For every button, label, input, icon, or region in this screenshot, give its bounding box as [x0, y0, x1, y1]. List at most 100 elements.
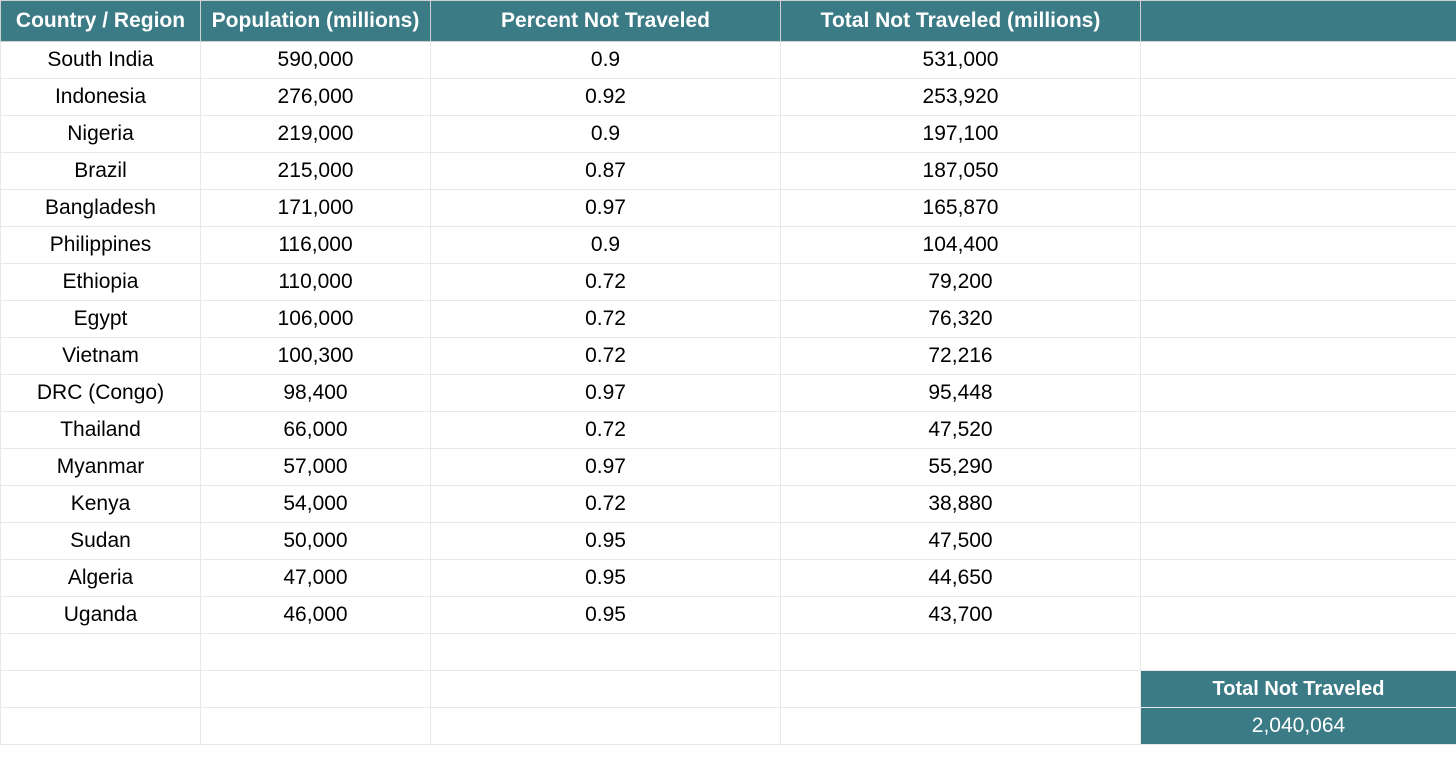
table-cell-empty [201, 634, 431, 671]
table-cell [1141, 375, 1456, 412]
table-cell: 0.72 [431, 301, 781, 338]
table-row: Brazil215,0000.87187,050 [1, 153, 1456, 190]
table-cell [1141, 560, 1456, 597]
table-cell [1141, 412, 1456, 449]
table-cell: 54,000 [201, 486, 431, 523]
col-header-percent: Percent Not Traveled [431, 1, 781, 42]
col-header-population: Population (millions) [201, 1, 431, 42]
table-cell-empty [431, 708, 781, 745]
table-row: Ethiopia110,0000.7279,200 [1, 264, 1456, 301]
table-cell: 0.97 [431, 375, 781, 412]
table-row: Uganda46,0000.9543,700 [1, 597, 1456, 634]
table-cell [1141, 264, 1456, 301]
table-cell: 171,000 [201, 190, 431, 227]
table-row: Nigeria219,0000.9197,100 [1, 116, 1456, 153]
col-header-extra [1141, 1, 1456, 42]
table-cell-empty [431, 671, 781, 708]
travel-data-table: Country / Region Population (millions) P… [0, 0, 1456, 745]
table-cell [1141, 42, 1456, 79]
table-cell: Thailand [1, 412, 201, 449]
table-cell: 76,320 [781, 301, 1141, 338]
table-row: Sudan50,0000.9547,500 [1, 523, 1456, 560]
table-header-row: Country / Region Population (millions) P… [1, 1, 1456, 42]
table-cell: 47,500 [781, 523, 1141, 560]
table-cell: 46,000 [201, 597, 431, 634]
table-cell: Ethiopia [1, 264, 201, 301]
table-cell: 0.95 [431, 560, 781, 597]
table-cell-empty [1, 634, 201, 671]
table-cell: 219,000 [201, 116, 431, 153]
table-cell: Vietnam [1, 338, 201, 375]
table-cell-empty [201, 708, 431, 745]
table-cell [1141, 338, 1456, 375]
table-row: Indonesia276,0000.92253,920 [1, 79, 1456, 116]
table-row: Vietnam100,3000.7272,216 [1, 338, 1456, 375]
table-cell: 215,000 [201, 153, 431, 190]
table-cell: 0.9 [431, 42, 781, 79]
table-cell: 79,200 [781, 264, 1141, 301]
table-cell: 72,216 [781, 338, 1141, 375]
table-cell: 110,000 [201, 264, 431, 301]
table-cell: 590,000 [201, 42, 431, 79]
table-cell: 0.97 [431, 449, 781, 486]
table-cell: Nigeria [1, 116, 201, 153]
table-cell: 0.92 [431, 79, 781, 116]
table-cell: Brazil [1, 153, 201, 190]
table-row: DRC (Congo)98,4000.9795,448 [1, 375, 1456, 412]
table-cell: Indonesia [1, 79, 201, 116]
table-cell [1141, 116, 1456, 153]
table-cell: 0.95 [431, 523, 781, 560]
table-cell: Philippines [1, 227, 201, 264]
table-cell [1141, 190, 1456, 227]
table-cell: 0.87 [431, 153, 781, 190]
table-cell: 106,000 [201, 301, 431, 338]
table-cell: 98,400 [201, 375, 431, 412]
table-cell: DRC (Congo) [1, 375, 201, 412]
table-cell-empty [431, 634, 781, 671]
table-cell [1141, 153, 1456, 190]
table-cell: Myanmar [1, 449, 201, 486]
table-cell: 0.72 [431, 412, 781, 449]
table-cell: 50,000 [201, 523, 431, 560]
table-cell: 253,920 [781, 79, 1141, 116]
table-cell-empty [1, 671, 201, 708]
col-header-country: Country / Region [1, 1, 201, 42]
table-cell: Egypt [1, 301, 201, 338]
table-cell: 66,000 [201, 412, 431, 449]
table-cell: 0.95 [431, 597, 781, 634]
table-cell: 0.72 [431, 338, 781, 375]
summary-label: Total Not Traveled [1141, 671, 1456, 708]
table-cell: 165,870 [781, 190, 1141, 227]
table-cell-empty [781, 634, 1141, 671]
table-cell: 0.97 [431, 190, 781, 227]
table-cell-empty [1141, 634, 1456, 671]
summary-label-row: Total Not Traveled [1, 671, 1456, 708]
table-cell: 0.72 [431, 486, 781, 523]
table-cell: Algeria [1, 560, 201, 597]
summary-value: 2,040,064 [1141, 708, 1456, 745]
table-body: South India590,0000.9531,000Indonesia276… [1, 42, 1456, 745]
table-cell: 44,650 [781, 560, 1141, 597]
table-cell: 47,520 [781, 412, 1141, 449]
table-cell: 276,000 [201, 79, 431, 116]
table-cell: 116,000 [201, 227, 431, 264]
table-row: Kenya54,0000.7238,880 [1, 486, 1456, 523]
table-cell: 197,100 [781, 116, 1141, 153]
col-header-total: Total Not Traveled (millions) [781, 1, 1141, 42]
table-cell [1141, 227, 1456, 264]
table-cell: 0.9 [431, 116, 781, 153]
table-cell: 47,000 [201, 560, 431, 597]
table-row: Myanmar57,0000.9755,290 [1, 449, 1456, 486]
table-cell: 0.9 [431, 227, 781, 264]
table-cell: 43,700 [781, 597, 1141, 634]
table-cell: 38,880 [781, 486, 1141, 523]
table-cell [1141, 486, 1456, 523]
table-cell: Bangladesh [1, 190, 201, 227]
table-row: Algeria47,0000.9544,650 [1, 560, 1456, 597]
table-cell: Sudan [1, 523, 201, 560]
table-cell: South India [1, 42, 201, 79]
table-row: Thailand66,0000.7247,520 [1, 412, 1456, 449]
table-cell: 57,000 [201, 449, 431, 486]
table-cell: 187,050 [781, 153, 1141, 190]
table-cell-empty [1, 708, 201, 745]
